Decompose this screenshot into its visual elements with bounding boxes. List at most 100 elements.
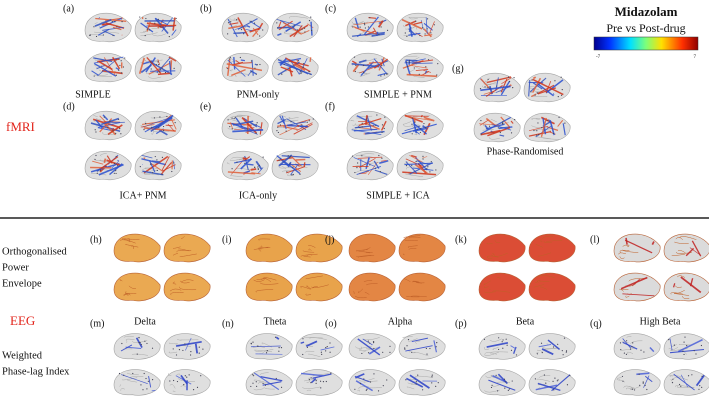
connection [298,58,308,75]
gyrus [95,64,103,69]
gyrus [258,238,271,241]
gyrus [622,244,629,247]
gyrus [402,121,412,125]
node [113,172,115,174]
gyrus [674,241,689,244]
panel-tag: (k) [455,234,467,245]
ope-label: Envelope [2,278,42,289]
connection [140,123,155,128]
node [164,71,167,74]
node [308,378,310,381]
node [372,341,375,343]
brain-outline [113,233,161,263]
panel-tag: (p) [455,318,467,329]
connection [277,118,286,125]
node [354,70,356,73]
connection [251,122,262,128]
node [184,375,186,377]
gyrus [309,337,327,340]
node [293,25,295,27]
gyrus [350,119,355,122]
node [93,75,95,77]
node [118,58,120,60]
node [246,128,248,130]
gyrus [490,374,501,378]
brain-outline [528,333,576,360]
node [629,348,632,350]
node [145,17,147,20]
node [301,28,303,30]
node [132,372,134,375]
node [406,61,408,63]
node [227,67,229,70]
gyrus [261,245,263,248]
gyrus [677,250,686,254]
node [411,133,413,135]
connection [246,25,251,28]
gyrus [119,384,122,387]
gyrus [675,237,683,240]
brain [478,233,526,263]
node [171,170,173,173]
gyrus [229,69,234,72]
fmri-label: fMRI [6,119,35,134]
gyrus [358,378,375,382]
node [149,163,152,165]
connection [171,29,177,36]
connection [364,130,385,135]
connection [512,346,517,354]
connection [488,379,516,391]
gyrus [623,385,635,389]
node [230,21,232,23]
gyrus [492,253,496,257]
node [557,379,559,381]
gyrus [306,389,312,392]
node [556,380,558,382]
connection [406,377,424,388]
brain [523,72,571,103]
gyrus [308,245,316,248]
node [543,374,545,376]
connection [91,70,99,76]
node [373,347,375,350]
gyrus [119,279,123,282]
connection [622,293,655,297]
node [683,341,685,343]
gyrus [535,118,540,120]
node [425,126,427,129]
connection [111,160,120,169]
gyrus [674,290,685,294]
gyrus [255,289,274,293]
connection [413,118,416,123]
connection [528,130,552,137]
gyrus [363,280,373,282]
node [176,380,179,383]
node [437,63,439,65]
connection [356,115,380,128]
node [687,375,690,377]
node [256,122,258,124]
gyrus [483,280,491,286]
connection [229,122,234,130]
gyrus [253,349,273,353]
connection [486,341,509,348]
node [355,64,357,67]
node [435,385,437,387]
gyrus [490,351,509,354]
brain-outline [348,272,396,302]
node [513,77,515,79]
gyrus [263,387,275,390]
connection [227,59,246,77]
node [378,154,380,157]
node [408,61,411,63]
node [138,337,140,339]
node [378,33,380,35]
node [256,385,258,387]
node [566,384,569,386]
connection [260,375,283,382]
brain-outline [295,233,343,263]
gyrus [228,17,231,19]
node [504,387,506,389]
gyrus [357,254,375,258]
brain [396,110,444,141]
